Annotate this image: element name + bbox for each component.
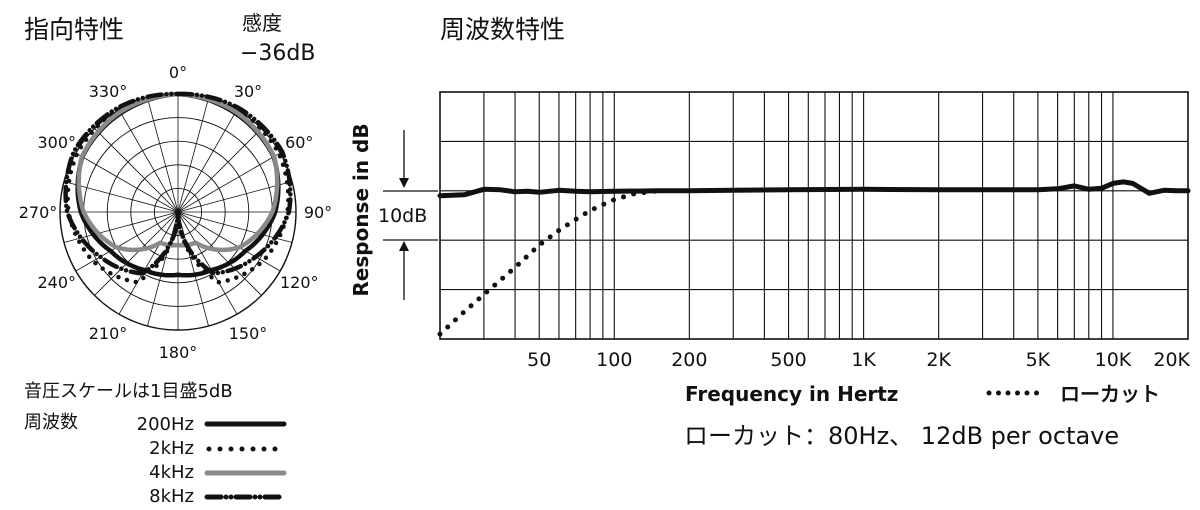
freq-legend: ローカット xyxy=(986,382,1160,406)
polar-legend-title: 周波数 xyxy=(24,412,78,433)
scale-arrowhead-bottom xyxy=(399,241,409,251)
legend-label-2khz: 2kHz xyxy=(149,438,194,459)
freq-x-tick-labels: 50 100 200 500 1K 2K 5K 10K 20K xyxy=(527,349,1190,371)
polar-curves xyxy=(63,91,293,285)
polar-spoke-345 xyxy=(147,97,179,213)
freq-scale-marker: 10dB xyxy=(378,130,438,300)
polar-angle-label-180: 180° xyxy=(159,343,198,362)
polar-scale-note: 音圧スケールは1目盛5dB xyxy=(24,381,233,402)
polar-spoke-30 xyxy=(177,109,238,213)
polar-angle-label-0: 0° xyxy=(169,63,187,82)
freq-legend-label: ローカット xyxy=(1060,382,1160,406)
freq-x-tick-200: 200 xyxy=(671,349,707,371)
scale-arrowhead-top xyxy=(399,178,409,188)
freq-x-tick-50: 50 xyxy=(527,349,551,371)
polar-spoke-255 xyxy=(63,211,179,243)
polar-angle-label-30: 30° xyxy=(234,82,262,101)
polar-angle-label-150: 150° xyxy=(229,324,268,343)
polar-spoke-45 xyxy=(177,128,262,213)
sensitivity-value: −36dB xyxy=(240,41,316,66)
freq-y-axis-label: Response in dB xyxy=(349,123,373,296)
polar-curve-2khz xyxy=(65,91,291,285)
polar-angle-label-300: 300° xyxy=(37,133,76,152)
freq-x-axis-label: Frequency in Hertz xyxy=(685,382,898,406)
polar-angle-label-270: 270° xyxy=(19,203,58,222)
freq-x-tick-20k: 20K xyxy=(1153,349,1190,371)
polar-spoke-60 xyxy=(177,152,281,213)
polar-angle-labels: 0° 30° 60° 90° 120° 150° 180° 210° 240° 270° 300° 3… xyxy=(19,63,332,362)
sensitivity-label: 感度 xyxy=(242,11,282,35)
legend-label-8khz: 8kHz xyxy=(149,486,194,507)
polar-title: 指向特性 xyxy=(24,15,124,44)
polar-curve-4khz xyxy=(76,91,280,253)
polar-spoke-135 xyxy=(177,211,262,296)
freq-plot-frame xyxy=(439,91,1189,340)
legend-entry-200hz: 200Hz xyxy=(137,414,287,435)
freq-x-tick-10k: 10K xyxy=(1095,349,1132,371)
polar-spoke-240 xyxy=(75,211,179,272)
freq-scale-label: 10dB xyxy=(378,205,427,227)
polar-spoke-315 xyxy=(94,128,179,213)
freq-grid xyxy=(439,91,1189,340)
polar-spoke-165 xyxy=(177,211,209,327)
polar-angle-label-60: 60° xyxy=(285,133,313,152)
freq-x-tick-500: 500 xyxy=(770,349,806,371)
legend-entry-2khz: 2kHz xyxy=(149,438,287,459)
freq-x-tick-1k: 1K xyxy=(851,349,876,371)
polar-grid xyxy=(59,93,297,331)
polar-spoke-300 xyxy=(75,152,179,213)
polar-spoke-210 xyxy=(118,211,179,315)
polar-angle-label-240: 240° xyxy=(37,273,76,292)
freq-x-tick-2k: 2K xyxy=(926,349,951,371)
lowcut-annotation: ローカット：80Hz、 12dB per octave xyxy=(684,422,1119,450)
legend-entry-4khz: 4kHz xyxy=(149,462,287,483)
freq-x-tick-5k: 5K xyxy=(1026,349,1051,371)
polar-curve-8khz xyxy=(63,91,293,276)
freq-title: 周波数特性 xyxy=(440,15,565,44)
polar-spoke-75 xyxy=(177,181,293,213)
polar-spoke-150 xyxy=(177,211,238,315)
polar-spoke-285 xyxy=(63,181,179,213)
polar-legend: 200Hz 2kHz 4kHz 8kHz xyxy=(137,414,287,507)
freq-x-tick-100: 100 xyxy=(596,349,632,371)
polar-spoke-120 xyxy=(177,211,281,272)
freq-curve-lowcut xyxy=(437,188,661,337)
polar-angle-label-330: 330° xyxy=(89,82,128,101)
legend-entry-8khz: 8kHz xyxy=(149,486,287,507)
polar-angle-label-210: 210° xyxy=(89,324,128,343)
polar-angle-label-120: 120° xyxy=(280,273,319,292)
polar-spoke-225 xyxy=(94,211,179,296)
polar-spoke-330 xyxy=(118,109,179,213)
legend-label-4khz: 4kHz xyxy=(149,462,194,483)
polar-angle-label-90: 90° xyxy=(304,203,332,222)
freq-curves xyxy=(437,179,1191,337)
freq-curve-main xyxy=(437,179,1191,199)
polar-spoke-15 xyxy=(177,97,209,213)
legend-label-200hz: 200Hz xyxy=(137,414,194,435)
